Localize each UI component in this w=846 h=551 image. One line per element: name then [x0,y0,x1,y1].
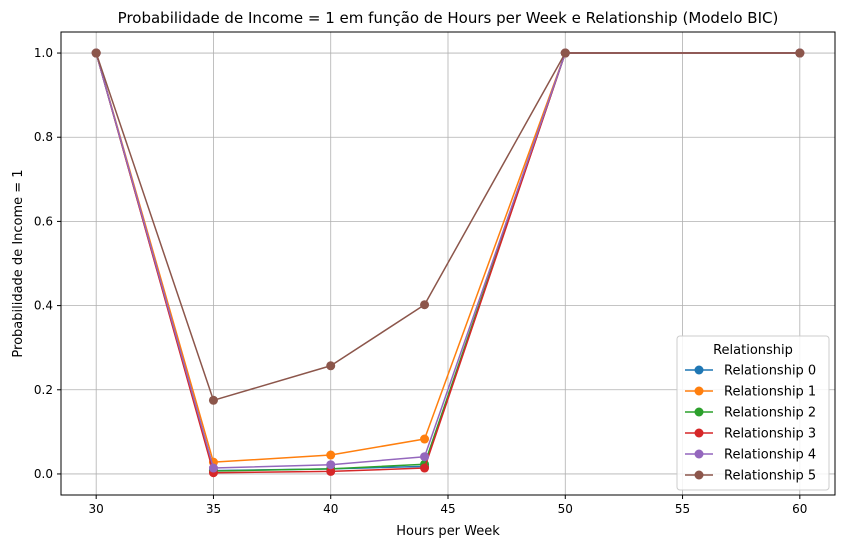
legend-box [676,335,830,491]
legend-label: Relationship 2 [724,406,816,421]
y-tick-label: 0.8 [34,130,53,144]
data-point [420,452,430,462]
x-axis-label: Hours per Week [396,524,500,539]
x-tick-label: 55 [675,502,690,516]
data-point [560,48,570,58]
chart-title: Probabilidade de Income = 1 em função de… [118,9,779,27]
data-point [208,395,218,405]
x-tick-label: 40 [323,502,338,516]
y-axis-ticks: 0.0 0.2 0.4 0.6 0.8 1.0 [34,46,61,481]
data-point [795,48,805,58]
legend-item: Relationship 4 [685,448,816,463]
x-axis-ticks: 30 35 40 45 50 55 60 [89,495,807,516]
legend-label: Relationship 5 [724,469,816,484]
y-tick-label: 0.0 [34,467,53,481]
legend-item: Relationship 3 [685,427,816,442]
legend-items: Relationship 0 Relationship 1 Relationship… [685,364,816,484]
y-tick-label: 0.6 [34,214,53,228]
legend-label: Relationship 0 [724,364,816,379]
y-tick-label: 0.2 [34,383,53,397]
legend-item: Relationship 1 [685,385,816,400]
legend-marker [694,428,704,438]
data-point [420,300,430,310]
legend: Relationship Relationship 0Relationship … [676,335,830,491]
x-tick-label: 35 [206,502,221,516]
series-5 [91,48,805,405]
data-point [326,460,336,470]
legend-item: Relationship 2 [685,406,816,421]
series-line [95,52,800,402]
x-tick-label: 50 [558,502,573,516]
y-tick-label: 1.0 [34,46,53,60]
legend-marker [694,365,704,375]
legend-marker [694,386,704,396]
legend-item: Relationship 0 [685,364,816,379]
x-tick-label: 30 [89,502,104,516]
data-point [208,463,218,473]
legend-marker [694,407,704,417]
data-point [326,466,336,476]
legend-label: Relationship 3 [724,427,816,442]
x-tick-label: 60 [792,502,807,516]
legend-title: Relationship [713,343,793,358]
x-tick-label: 45 [440,502,455,516]
y-axis-label: Probabilidade de Income = 1 [11,169,26,357]
data-point [91,48,101,58]
legend-label: Relationship 1 [724,385,816,400]
data-point [326,450,336,460]
series-layer [91,48,805,478]
data-point [326,361,336,371]
data-point [420,463,430,473]
legend-marker [694,449,704,459]
legend-label: Relationship 4 [724,448,816,463]
legend-item: Relationship 5 [685,469,816,484]
y-tick-label: 0.4 [34,299,53,313]
data-point [420,434,430,444]
legend-marker [694,470,704,480]
